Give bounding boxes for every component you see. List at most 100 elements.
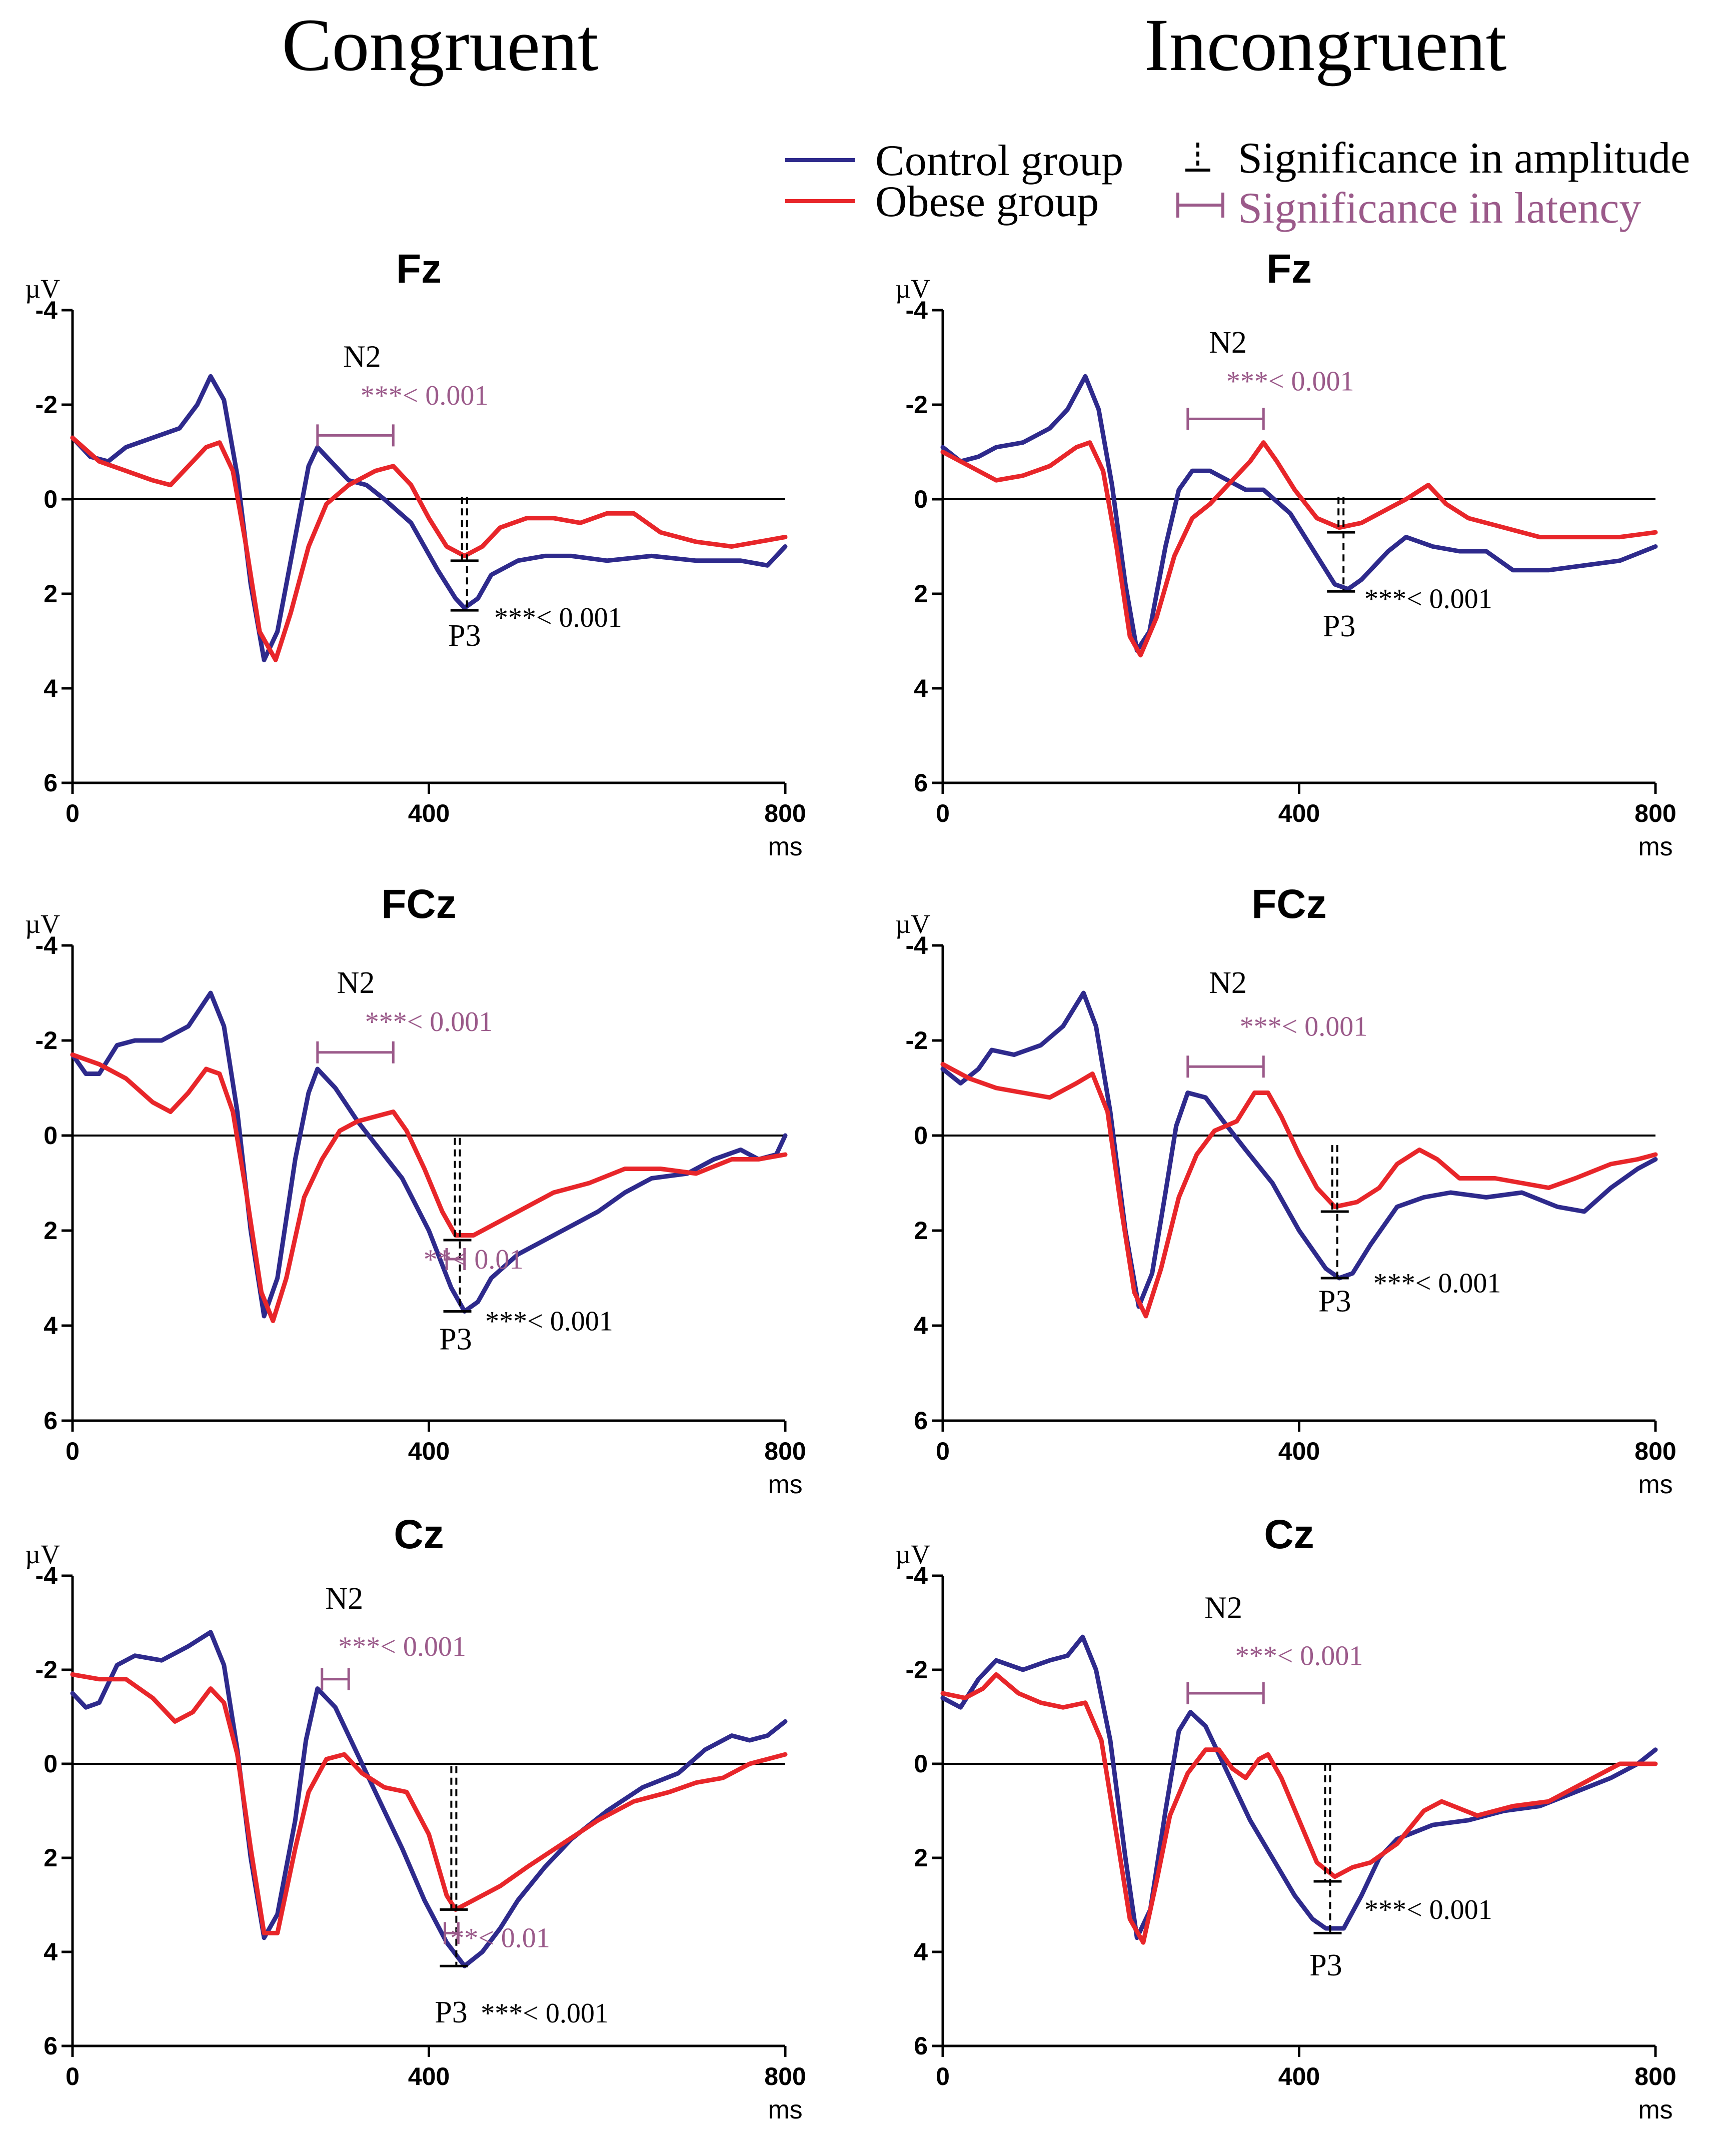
legend-latency-symbol (1176, 193, 1224, 218)
obese-waveform (940, 440, 1658, 658)
n2-label: N2 (337, 966, 375, 1000)
y-tick-label: 2 (44, 1844, 58, 1872)
p-value-label: **< 0.01 (450, 1923, 550, 1954)
x-tick-label: 0 (936, 799, 950, 827)
x-tick-label: 800 (764, 799, 806, 827)
y-tick-label: -2 (36, 391, 58, 419)
n2-label: N2 (325, 1582, 363, 1616)
x-tick-label: 0 (66, 2062, 80, 2090)
y-tick-label: 6 (914, 2032, 928, 2060)
y-tick-label: -4 (36, 1562, 58, 1590)
y-tick-label: 2 (914, 1844, 928, 1872)
n2-label: N2 (1209, 326, 1247, 360)
x-tick-label: 400 (1278, 2062, 1320, 2090)
column-title-incongruent: Incongruent (1144, 4, 1507, 87)
y-unit-label: µV (25, 274, 60, 304)
legend-obese-label: Obese group (875, 178, 1099, 226)
x-unit-label: ms (768, 1470, 802, 1499)
legend-amplitude-label: Significance in amplitude (1238, 134, 1690, 183)
p3-label: P3 (1309, 1948, 1342, 1982)
y-tick-label: 4 (44, 674, 58, 702)
y-tick-label: 6 (44, 2032, 58, 2060)
obese-waveform (70, 1052, 788, 1323)
p-value-label: ***< 0.001 (1364, 583, 1492, 614)
column-title-congruent: Congruent (282, 4, 598, 87)
p-value-label: **< 0.01 (424, 1244, 524, 1275)
obese-waveform (70, 1672, 788, 1935)
control-waveform (70, 990, 788, 1319)
y-tick-label: -4 (36, 931, 58, 959)
p3-label: P3 (1323, 609, 1355, 643)
y-tick-label: 4 (44, 1312, 58, 1340)
y-unit-label: µV (25, 1539, 60, 1569)
panel-title: FCz (1251, 881, 1326, 927)
y-tick-label: 0 (44, 1750, 58, 1778)
y-tick-label: -2 (906, 1656, 928, 1684)
y-tick-label: -2 (36, 1656, 58, 1684)
y-tick-label: 4 (44, 1938, 58, 1966)
y-unit-label: µV (895, 1539, 930, 1569)
x-unit-label: ms (1638, 1470, 1672, 1499)
p-value-label: ***< 0.001 (481, 1998, 609, 2029)
y-tick-label: -2 (36, 1026, 58, 1054)
x-tick-label: 800 (764, 2062, 806, 2090)
n2-label: N2 (343, 340, 381, 374)
obese-waveform (940, 1672, 1658, 1945)
p-value-label: ***< 0.001 (1235, 1641, 1363, 1672)
p-value-label: ***< 0.001 (485, 1306, 613, 1337)
obese-waveform (940, 1062, 1658, 1319)
y-unit-label: µV (895, 274, 930, 304)
x-unit-label: ms (1638, 2095, 1672, 2124)
panel-title: Cz (394, 1512, 444, 1557)
x-unit-label: ms (1638, 832, 1672, 861)
p3-label: P3 (439, 1323, 472, 1357)
x-tick-label: 0 (66, 799, 80, 827)
x-tick-label: 400 (408, 799, 450, 827)
y-tick-label: 2 (914, 1217, 928, 1245)
y-tick-label: -4 (906, 931, 928, 959)
y-tick-label: 6 (44, 769, 58, 797)
legend-latency-label: Significance in latency (1238, 184, 1641, 233)
panel-title: Fz (1266, 246, 1312, 292)
x-tick-label: 400 (408, 2062, 450, 2090)
p-value-label: ***< 0.001 (338, 1631, 466, 1662)
y-tick-label: -2 (906, 1026, 928, 1054)
control-waveform (940, 1634, 1658, 1940)
p-value-label: ***< 0.001 (1226, 366, 1354, 397)
y-tick-label: 0 (44, 485, 58, 513)
x-tick-label: 800 (764, 1437, 806, 1465)
panel-title: FCz (381, 881, 456, 927)
p3-label: P3 (448, 619, 481, 653)
control-waveform (70, 1630, 788, 1968)
y-tick-label: -4 (36, 296, 58, 324)
control-waveform (940, 374, 1658, 653)
x-unit-label: ms (768, 2095, 802, 2124)
p-value-label: ***< 0.001 (365, 1006, 493, 1037)
p-value-label: ***< 0.001 (1373, 1268, 1501, 1299)
x-tick-label: 800 (1634, 1437, 1676, 1465)
y-tick-label: 2 (44, 1217, 58, 1245)
x-tick-label: 400 (1278, 799, 1320, 827)
y-unit-label: µV (895, 909, 930, 939)
y-tick-label: 4 (914, 1938, 928, 1966)
y-tick-label: 4 (914, 1312, 928, 1340)
y-tick-label: 6 (44, 1407, 58, 1435)
legend: Control group Obese group Significance i… (785, 134, 1690, 233)
y-tick-label: 0 (914, 1122, 928, 1150)
p3-label: P3 (435, 1995, 467, 2029)
n2-label: N2 (1204, 1591, 1242, 1625)
y-tick-label: 0 (914, 485, 928, 513)
p-value-label: ***< 0.001 (1364, 1894, 1492, 1925)
y-tick-label: 6 (914, 1407, 928, 1435)
y-tick-label: 2 (914, 580, 928, 608)
x-tick-label: 0 (66, 1437, 80, 1465)
x-tick-label: 400 (408, 1437, 450, 1465)
y-tick-label: -4 (906, 296, 928, 324)
